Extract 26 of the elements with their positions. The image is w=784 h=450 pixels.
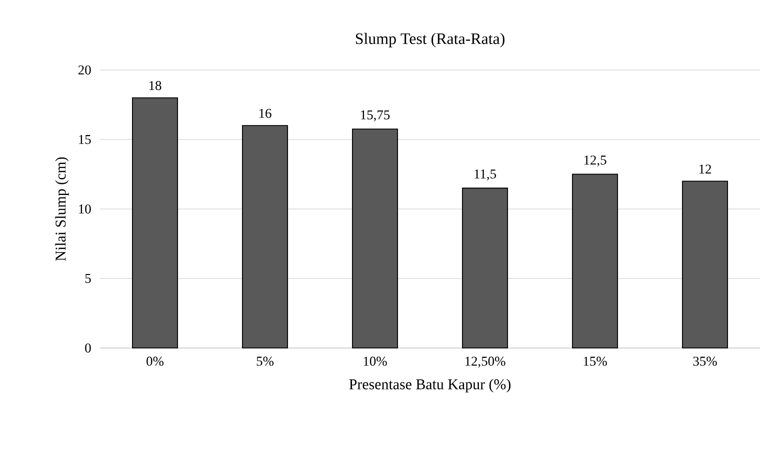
data-label: 12	[699, 164, 711, 174]
x-tick-label: 5%	[256, 356, 274, 366]
bar	[682, 180, 728, 348]
chart-title: Slump Test (Rata-Rata)	[356, 32, 504, 48]
data-label: 16	[259, 108, 272, 118]
x-tick-label: 35%	[693, 356, 717, 366]
data-label: 12,5	[584, 156, 606, 167]
y-tick-label: 20	[78, 65, 91, 75]
x-axis-title: Presentase Batu Kapur (%)	[349, 378, 510, 392]
x-tick-label: 12,50%	[465, 356, 506, 368]
data-label: 18	[149, 81, 162, 90]
y-tick-label: 0	[85, 343, 91, 353]
bar	[462, 188, 508, 348]
y-tick-label: 15	[79, 134, 91, 144]
y-tick-label: 10	[79, 204, 91, 214]
x-tick-label: 10%	[364, 356, 387, 366]
bar	[352, 128, 398, 348]
bar	[572, 174, 618, 348]
x-tick-label: 0%	[146, 356, 164, 366]
x-tick-label: 15%	[584, 356, 607, 366]
bar	[242, 125, 288, 348]
data-label: 15,75	[361, 110, 390, 122]
y-axis-title: Nilai Slump (cm)	[55, 157, 69, 261]
data-label: 11,5	[474, 170, 496, 180]
y-tick-label: 5	[85, 274, 91, 283]
bar	[132, 97, 178, 348]
